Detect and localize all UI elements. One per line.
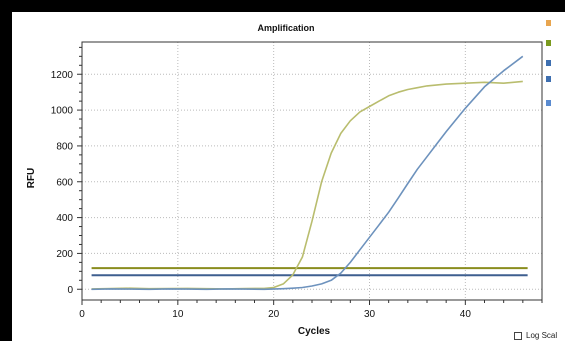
y-tick-label: 1000 (51, 106, 74, 117)
x-tick-label: 30 (364, 309, 376, 320)
x-tick-label: 40 (460, 309, 472, 320)
amplification-plot-panel: Amplification RFU Cycles 0 10 20 30 40 0 200 40… (12, 12, 565, 341)
axes (77, 41, 543, 305)
chart-title: Amplification (257, 23, 314, 33)
plot-frame (81, 41, 543, 301)
amplification-curve-2 (91, 55, 524, 291)
y-tick-label: 400 (56, 213, 73, 224)
legend-item-blue-3[interactable] (546, 100, 551, 106)
series-lines (91, 55, 524, 291)
y-tick-label: 1200 (51, 70, 74, 81)
legend-item-orange[interactable] (546, 20, 551, 26)
well-legend (543, 14, 565, 114)
log-scale-checkbox[interactable] (514, 331, 522, 340)
y-tick-label: 200 (56, 249, 73, 260)
x-tick-label: 0 (79, 309, 85, 320)
grid-lines (82, 42, 542, 300)
log-scale-label: Log Scal (526, 331, 558, 340)
y-tick-label: 600 (56, 177, 73, 188)
x-tick-label: 20 (268, 309, 280, 320)
amplification-curve-1 (91, 80, 523, 290)
x-tick-label: 10 (172, 309, 184, 320)
legend-item-blue-1[interactable] (546, 60, 551, 66)
threshold-lines (91, 267, 528, 277)
legend-item-green[interactable] (546, 40, 551, 46)
y-tick-label: 800 (56, 141, 73, 152)
legend-item-blue-2[interactable] (546, 76, 551, 82)
y-axis-label: RFU (26, 168, 37, 189)
x-axis-label: Cycles (298, 326, 331, 337)
amplification-chart: Amplification RFU Cycles 0 10 20 30 40020040… (26, 23, 543, 337)
log-scale-option[interactable]: Log Scal (514, 330, 557, 341)
y-tick-label: 0 (67, 285, 73, 296)
